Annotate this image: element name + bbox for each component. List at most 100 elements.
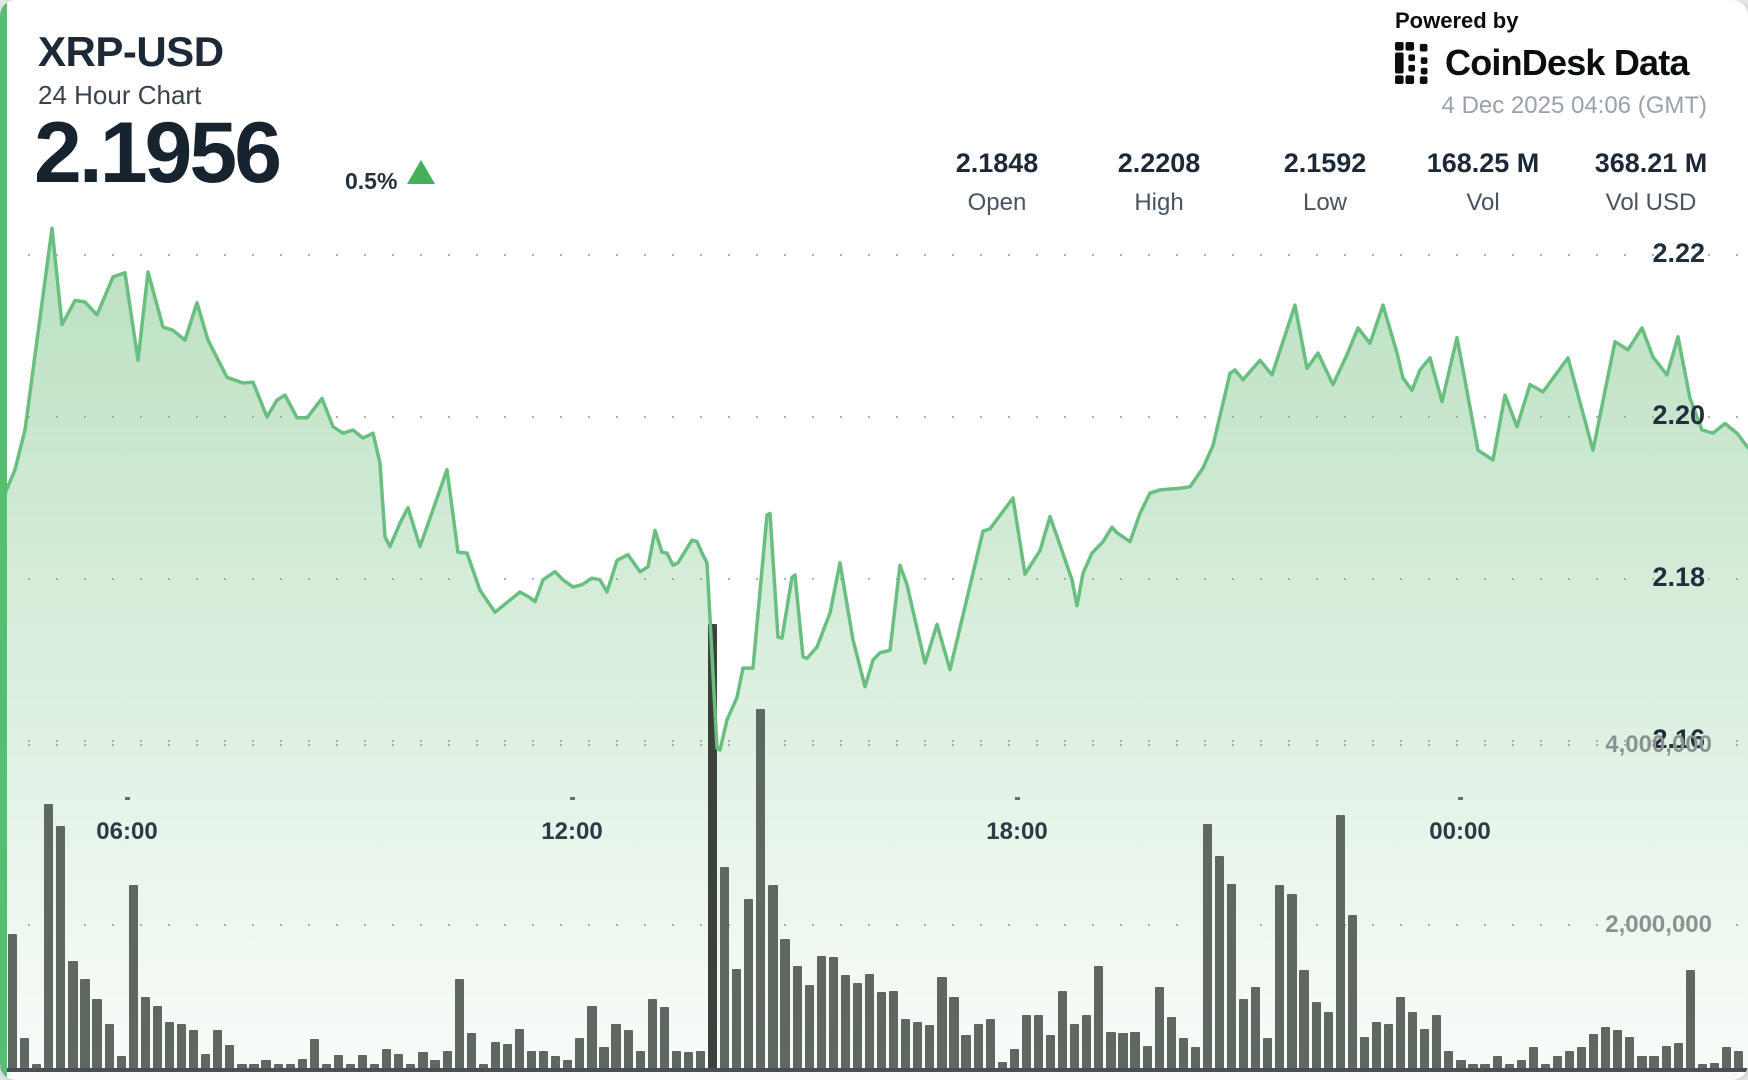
volume-bar (189, 1030, 199, 1068)
volume-bar (925, 1024, 935, 1068)
volume-bar (140, 997, 150, 1068)
volume-bar (1649, 1055, 1659, 1068)
volume-bar (1432, 1015, 1442, 1068)
volume-bar (1492, 1055, 1502, 1068)
volume-bar (1709, 1062, 1719, 1068)
volume-bar (635, 1051, 645, 1068)
stat-open-value: 2.1848 (955, 148, 1039, 178)
volume-bar (768, 885, 778, 1068)
stat-open-label: Open (967, 189, 1027, 216)
volume-bar (1323, 1012, 1333, 1068)
price-gridline (0, 578, 1748, 580)
volume-bar (406, 1063, 416, 1068)
volume-bar (985, 1018, 995, 1068)
volume-bar (1540, 1064, 1550, 1068)
volume-bar (792, 965, 802, 1068)
stat-vol-usd-label: Vol USD (1605, 189, 1697, 216)
volume-bar (551, 1055, 561, 1068)
volume-bar (1661, 1045, 1671, 1068)
time-axis-label: 18:00 (986, 818, 1048, 845)
coindesk-brand-link[interactable]: CoinDesk Data (1395, 42, 1707, 84)
volume-bar (321, 1063, 331, 1068)
volume-bar (20, 1037, 30, 1068)
volume-bar (1420, 1028, 1430, 1068)
volume-bar (370, 1064, 380, 1068)
volume-bar (611, 1024, 621, 1068)
volume-bar (1480, 1064, 1490, 1068)
price-axis-tick: 2.22 (1652, 238, 1705, 268)
price-axis-tick: 2.16 (1652, 724, 1705, 754)
volume-bar (1166, 1016, 1176, 1068)
stat-vol-usd-value: 368.21 M (1594, 148, 1708, 178)
volume-bar (1577, 1047, 1587, 1068)
price-gridline (0, 416, 1748, 418)
volume-bar (1733, 1051, 1744, 1068)
volume-bar (1130, 1032, 1140, 1068)
volume-bar (1263, 1038, 1273, 1068)
volume-bar (816, 955, 826, 1068)
volume-bar (1637, 1055, 1647, 1068)
volume-axis-tick: 2,000,000 (1605, 911, 1712, 938)
stat-high: 2.2208 High (1074, 148, 1244, 217)
volume-bar (913, 1022, 923, 1068)
volume-bar (804, 985, 814, 1068)
volume-bar (176, 1024, 187, 1068)
volume-bar (828, 957, 838, 1068)
left-accent-stripe (0, 0, 7, 1080)
attribution-block: Powered by CoinDesk Data 4 (1395, 8, 1707, 120)
volume-bar (56, 826, 66, 1068)
volume-bar (1601, 1026, 1611, 1068)
volume-bar (780, 938, 790, 1068)
volume-bar (1033, 1015, 1044, 1068)
volume-bar (1094, 965, 1104, 1068)
stat-high-value: 2.2208 (1117, 148, 1201, 178)
x-axis-line (0, 1068, 1748, 1072)
volume-bar (80, 979, 90, 1068)
time-axis-label: 06:00 (96, 818, 158, 845)
volume-bar (261, 1060, 271, 1068)
powered-by-label: Powered by (1395, 8, 1519, 33)
volume-bar (466, 1033, 476, 1068)
price-axis-tick: 2.20 (1652, 400, 1705, 430)
volume-bar (949, 997, 959, 1068)
volume-bar (1673, 1042, 1683, 1068)
time-axis-label: 00:00 (1429, 818, 1491, 845)
volume-bar (116, 1055, 126, 1068)
stat-vol-label: Vol (1466, 189, 1500, 216)
volume-bar (732, 969, 742, 1068)
volume-bar (358, 1054, 368, 1068)
volume-bar (225, 1044, 235, 1068)
volume-bar (1528, 1046, 1538, 1068)
volume-bar (1227, 883, 1237, 1068)
volume-bar (720, 867, 730, 1068)
volume-bar (297, 1059, 307, 1068)
price-gridline (0, 254, 1748, 256)
volume-bar (237, 1064, 247, 1068)
volume-bar (164, 1022, 175, 1068)
volume-bar (1335, 815, 1345, 1068)
volume-bar (852, 982, 863, 1068)
volume-bar (418, 1051, 428, 1068)
volume-bar (973, 1024, 983, 1068)
volume-bar (285, 1064, 295, 1068)
volume-bar (901, 1018, 911, 1068)
volume-bar (1408, 1012, 1418, 1068)
volume-bar (1468, 1064, 1478, 1068)
volume-bar (1564, 1051, 1575, 1068)
volume-bar (695, 1051, 706, 1068)
volume-bar (744, 898, 754, 1068)
volume-bar (877, 991, 887, 1068)
stat-low-value: 2.1592 (1283, 148, 1367, 178)
volume-bar (659, 1006, 669, 1068)
volume-bar (1395, 997, 1406, 1068)
volume-bar (1444, 1051, 1454, 1068)
volume-bar (1552, 1055, 1563, 1068)
volume-bar (1613, 1030, 1623, 1068)
stat-high-label: High (1134, 189, 1184, 216)
volume-bar (1058, 990, 1068, 1068)
volume-bar (1625, 1036, 1635, 1068)
